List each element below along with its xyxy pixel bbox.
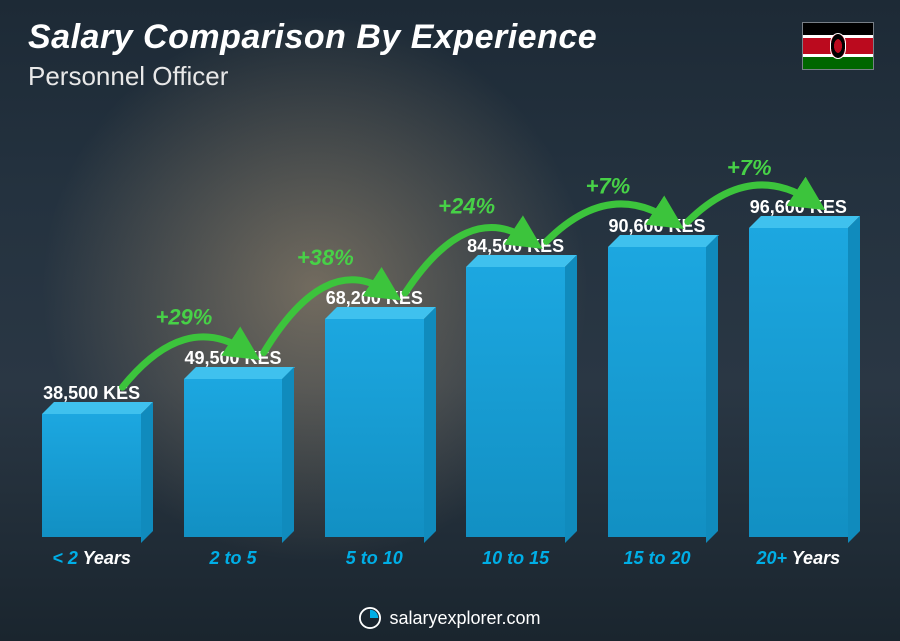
bar [184, 379, 283, 537]
bars-container: 38,500 KES 49,500 KES 68,200 KES 84,500 KES… [30, 160, 860, 537]
bar-column: 84,500 KES [454, 236, 577, 537]
bar [608, 247, 707, 537]
logo-icon [359, 607, 381, 629]
x-label: 2 to 5 [171, 548, 294, 569]
x-label: 5 to 10 [313, 548, 436, 569]
chart-stage: Salary Comparison By Experience Personne… [0, 0, 900, 641]
bar-column: 38,500 KES [30, 383, 153, 537]
bar [749, 228, 848, 537]
footer-text: salaryexplorer.com [389, 608, 540, 629]
bar-value-label: 68,200 KES [326, 288, 423, 309]
bar-column: 90,600 KES [595, 216, 718, 537]
bar [466, 267, 565, 537]
bar-value-label: 84,500 KES [467, 236, 564, 257]
x-axis-labels: < 2 Years 2 to 5 5 to 10 10 to 15 15 to 20 20… [30, 548, 860, 569]
x-label: < 2 Years [30, 548, 153, 569]
bar-value-label: 90,600 KES [608, 216, 705, 237]
bar-value-label: 96,600 KES [750, 197, 847, 218]
header: Salary Comparison By Experience Personne… [28, 18, 597, 92]
x-label: 15 to 20 [595, 548, 718, 569]
footer: salaryexplorer.com [0, 607, 900, 629]
kenya-flag-icon [802, 22, 874, 70]
bar-column: 68,200 KES [313, 288, 436, 537]
bar [325, 319, 424, 537]
bar-column: 96,600 KES [737, 197, 860, 537]
bar-value-label: 49,500 KES [184, 348, 281, 369]
x-label: 20+ Years [737, 548, 860, 569]
bar-chart: 38,500 KES 49,500 KES 68,200 KES 84,500 KES… [30, 160, 860, 561]
bar-value-label: 38,500 KES [43, 383, 140, 404]
page-title: Salary Comparison By Experience [28, 18, 597, 57]
bar-column: 49,500 KES [171, 348, 294, 537]
bar [42, 414, 141, 537]
x-label: 10 to 15 [454, 548, 577, 569]
page-subtitle: Personnel Officer [28, 61, 597, 92]
